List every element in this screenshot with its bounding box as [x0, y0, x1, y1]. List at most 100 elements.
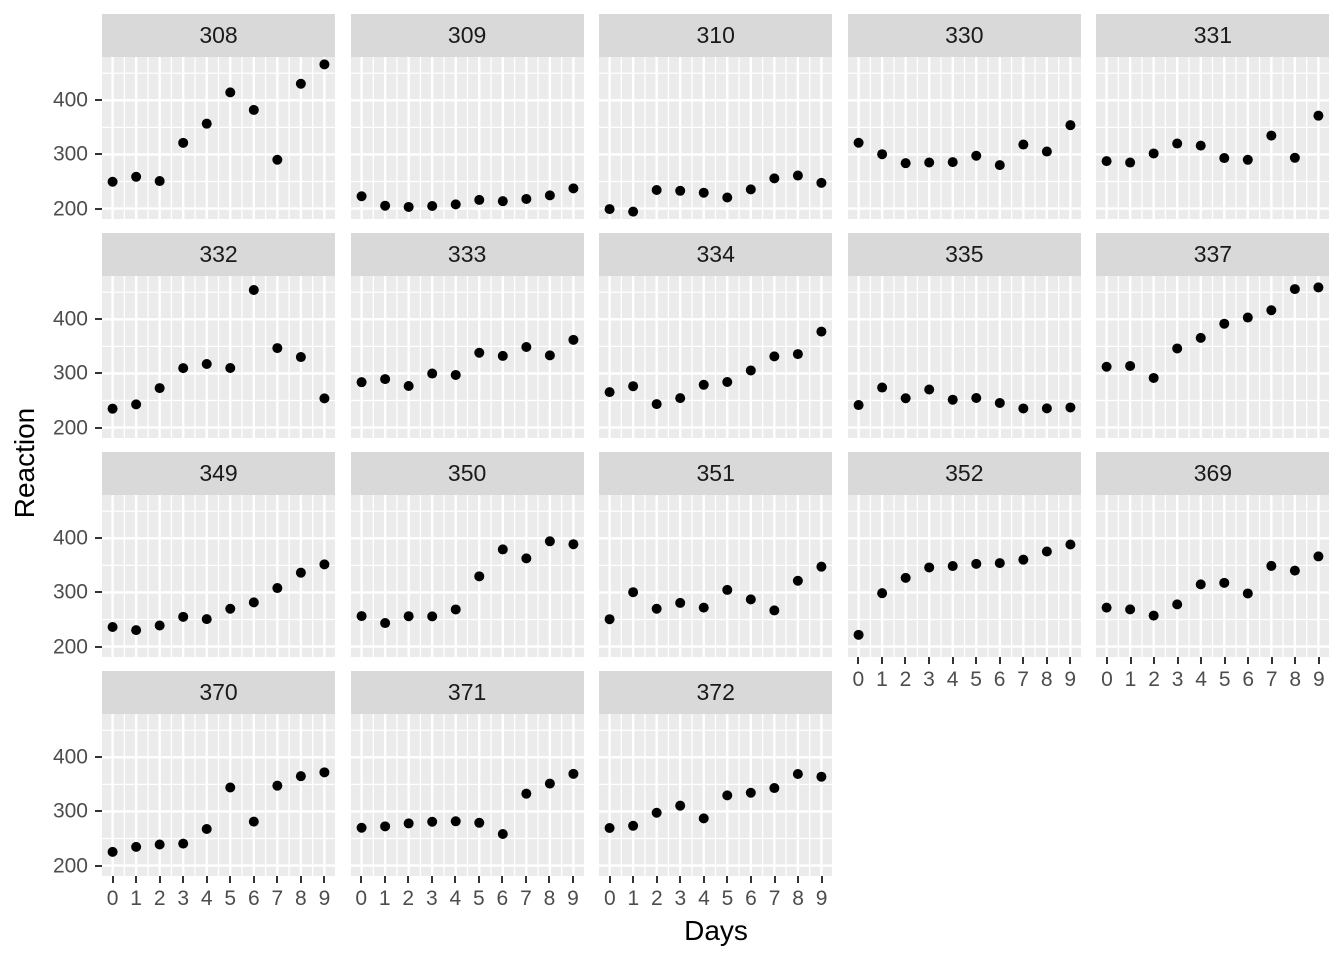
- x-axis-tick: [252, 876, 255, 883]
- x-axis-tick: [477, 876, 480, 883]
- x-axis-tick-label: 9: [1064, 668, 1077, 691]
- data-point: [722, 192, 733, 203]
- panel-grid: [847, 495, 1081, 657]
- x-axis-tick-label: 5: [970, 668, 982, 691]
- data-point: [1041, 546, 1052, 557]
- data-point: [248, 104, 259, 115]
- x-axis-tick-label: 0: [106, 887, 119, 910]
- data-point: [1125, 604, 1136, 615]
- facet-strip-label: 330: [847, 14, 1081, 57]
- data-point: [1313, 551, 1324, 562]
- data-point: [722, 584, 733, 595]
- x-axis-tick: [904, 657, 907, 664]
- x-axis-tick: [1223, 657, 1226, 664]
- data-point: [900, 572, 911, 583]
- data-points: [356, 536, 579, 629]
- data-point: [1065, 120, 1076, 131]
- data-point: [272, 780, 283, 791]
- panel-grid: [1096, 495, 1330, 657]
- x-axis-tick-label: 9: [815, 887, 828, 910]
- x-axis-tick: [454, 876, 457, 883]
- data-point: [1041, 403, 1052, 414]
- data-point: [272, 343, 283, 354]
- x-axis-tick: [655, 876, 658, 883]
- data-point: [450, 604, 461, 615]
- data-point: [604, 387, 615, 398]
- x-axis-tick-label: 6: [496, 887, 509, 910]
- y-axis-tick-label: 400: [52, 307, 88, 331]
- x-axis-tick-label: 2: [402, 887, 415, 910]
- data-points: [356, 334, 579, 392]
- facet-strip-label: 369: [1096, 452, 1330, 495]
- x-axis-tick-label: 1: [627, 887, 640, 910]
- x-axis-tick-label: 3: [923, 668, 935, 691]
- x-axis-tick-label: 2: [651, 887, 663, 910]
- x-axis-tick: [797, 876, 800, 883]
- x-axis-tick: [383, 876, 386, 883]
- facet-strip-label: 310: [599, 14, 833, 57]
- data-point: [1149, 610, 1160, 621]
- data-point: [107, 403, 118, 414]
- x-axis-tick: [880, 657, 883, 664]
- data-point: [816, 326, 827, 337]
- x-axis-tick-label: 8: [543, 887, 556, 910]
- data-point: [131, 625, 142, 636]
- facet-panel: [102, 57, 335, 219]
- x-axis-tick-label: 0: [603, 887, 616, 910]
- data-points: [356, 183, 579, 212]
- data-point: [1172, 599, 1183, 610]
- x-axis-tick: [1129, 657, 1132, 664]
- data-points: [107, 284, 330, 414]
- data-point: [356, 611, 367, 622]
- y-axis-tick-label: 400: [52, 745, 88, 769]
- data-points: [356, 768, 579, 840]
- x-axis-tick-label: 4: [698, 887, 710, 910]
- data-point: [1065, 402, 1076, 413]
- x-axis-tick: [205, 876, 208, 883]
- y-axis-tick-label: 200: [52, 197, 88, 221]
- data-points: [604, 326, 827, 410]
- facet-panel: [350, 57, 584, 219]
- x-axis-tick-label: 1: [378, 887, 391, 910]
- data-point: [900, 393, 911, 404]
- data-point: [675, 800, 686, 811]
- data-point: [497, 829, 508, 840]
- data-point: [994, 397, 1005, 408]
- x-axis-tick: [975, 657, 978, 664]
- data-point: [793, 349, 804, 360]
- facet-panel: [599, 276, 833, 438]
- facet-strip-label: 331: [1096, 14, 1330, 57]
- x-axis-tick: [1200, 657, 1203, 664]
- data-point: [816, 771, 827, 782]
- data-point: [994, 160, 1005, 171]
- data-point: [1149, 372, 1160, 383]
- x-axis-tick: [951, 657, 954, 664]
- data-points: [107, 767, 330, 857]
- data-point: [201, 614, 212, 625]
- data-point: [1125, 157, 1136, 168]
- data-point: [497, 350, 508, 361]
- data-point: [698, 187, 709, 198]
- x-axis-tick-label: 2: [153, 887, 166, 910]
- facet-panel: [847, 276, 1081, 438]
- x-axis-tick: [182, 876, 185, 883]
- data-point: [923, 562, 934, 573]
- y-axis-tick-label: 200: [52, 416, 88, 440]
- data-point: [319, 59, 330, 70]
- data-points: [107, 59, 330, 187]
- y-axis-tick: [95, 537, 102, 540]
- panel-grid: [1096, 57, 1330, 219]
- data-point: [923, 384, 934, 395]
- data-point: [971, 392, 982, 403]
- data-point: [1219, 318, 1230, 329]
- data-point: [497, 544, 508, 555]
- x-axis-tick-label: 3: [425, 887, 438, 910]
- data-point: [698, 813, 709, 824]
- data-point: [698, 602, 709, 613]
- y-axis-tick: [95, 756, 102, 759]
- facet-strip-label: 332: [102, 233, 335, 276]
- x-axis-tick: [430, 876, 433, 883]
- y-axis-tick: [95, 645, 102, 648]
- data-point: [971, 150, 982, 161]
- data-point: [520, 341, 531, 352]
